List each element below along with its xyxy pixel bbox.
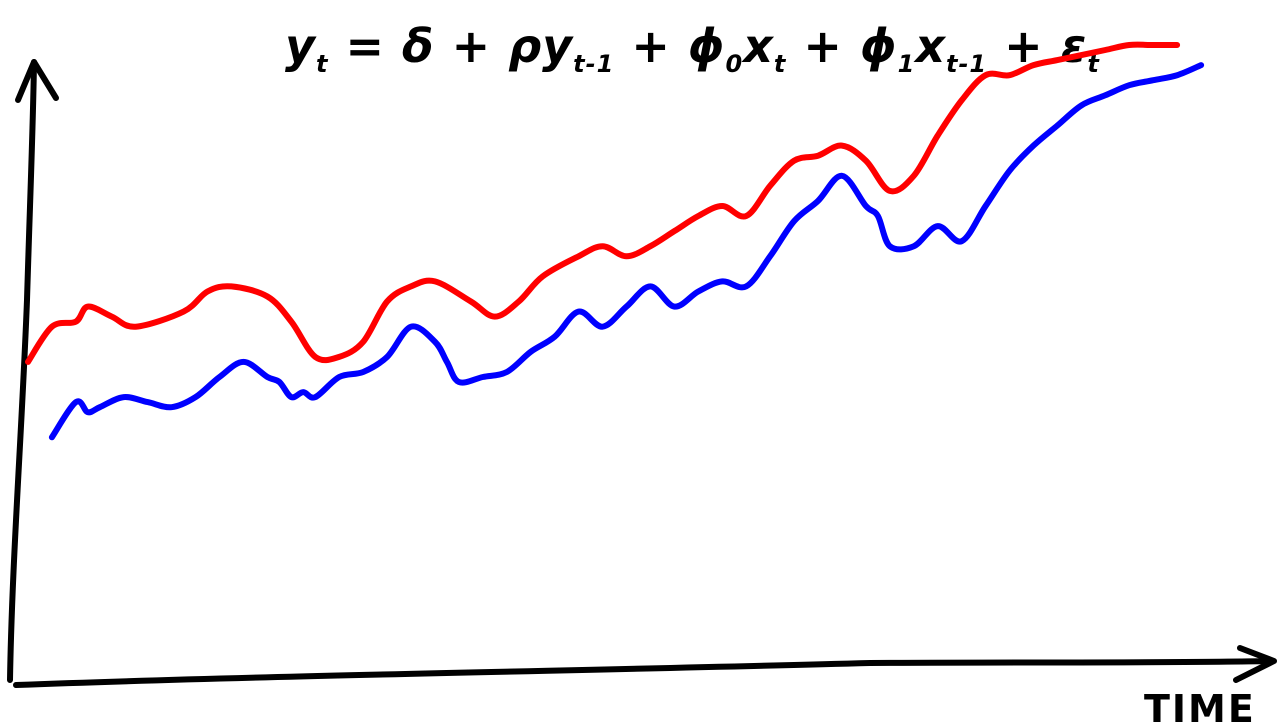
x-axis-label: TIME bbox=[1144, 687, 1256, 728]
title-x1: x bbox=[913, 19, 946, 73]
title-y2: y bbox=[542, 19, 574, 73]
title-phi1: ϕ bbox=[860, 19, 898, 73]
title-y-sub: t bbox=[316, 50, 329, 78]
chart-title: yt = δ + ρyt-1 + ϕ0xt + ϕ1xt-1 + εt bbox=[285, 19, 1100, 78]
title-eps: ε bbox=[1061, 19, 1088, 73]
series-line-1 bbox=[25, 41, 1181, 365]
title-plus-3: + bbox=[987, 19, 1061, 73]
series-group bbox=[25, 41, 1205, 441]
title-eq: = δ + ρ bbox=[328, 19, 542, 73]
title-y: y bbox=[285, 19, 317, 73]
title-x0: x bbox=[741, 19, 774, 73]
x-axis bbox=[13, 658, 1275, 688]
title-plus-2: + bbox=[786, 19, 860, 73]
y-axis bbox=[7, 59, 37, 683]
title-x1-sub: t-1 bbox=[946, 50, 987, 78]
title-phi0: ϕ bbox=[688, 19, 726, 73]
x-axis-arrowhead bbox=[1233, 645, 1277, 683]
series-line-2 bbox=[48, 62, 1205, 441]
title-phi1-sub: 1 bbox=[898, 50, 916, 78]
title-eps-sub: t bbox=[1087, 50, 1100, 78]
title-plus-1: + bbox=[614, 19, 688, 73]
title-x0-sub: t bbox=[774, 50, 787, 78]
title-y2-sub: t-1 bbox=[573, 50, 614, 78]
title-phi0-sub: 0 bbox=[726, 50, 744, 78]
y-axis-arrowhead bbox=[15, 59, 59, 103]
